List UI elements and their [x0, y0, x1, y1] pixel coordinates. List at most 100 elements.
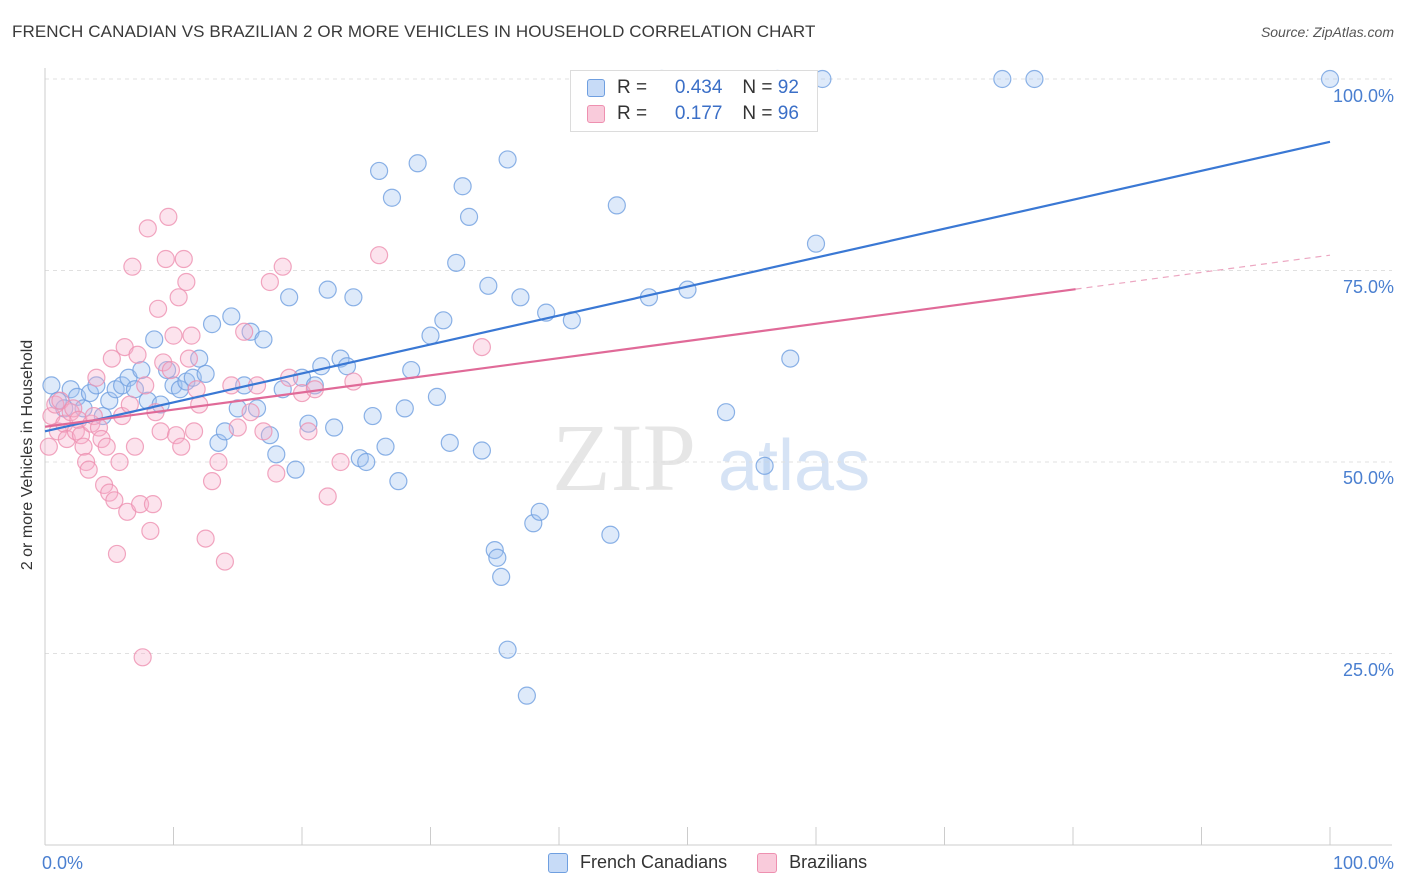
point-brazilian	[143, 495, 163, 514]
point-brazilian	[166, 426, 186, 445]
trend-line-brazilians	[44, 288, 1076, 428]
point-french-canadian	[447, 253, 466, 272]
point-french-canadian	[530, 502, 549, 521]
point-french-canadian	[325, 418, 344, 437]
point-french-canadian	[196, 364, 215, 384]
point-french-canadian	[492, 567, 511, 587]
series-brazilians	[39, 207, 491, 667]
point-brazilian	[267, 464, 286, 483]
point-brazilian	[331, 452, 350, 472]
point-brazilian	[159, 207, 178, 226]
point-french-canadian	[344, 288, 363, 307]
point-french-canadian	[479, 276, 498, 295]
point-brazilian	[209, 452, 228, 472]
legend-swatch-pink	[757, 852, 778, 873]
point-brazilian	[128, 345, 147, 364]
point-french-canadian	[472, 441, 491, 460]
legend-series: French Canadians Brazilians	[548, 852, 897, 873]
legend-label-brazilians: Brazilians	[789, 852, 868, 872]
point-french-canadian	[524, 514, 543, 533]
point-french-canadian	[440, 433, 459, 452]
y-tick-100: 100.0%	[1332, 86, 1394, 106]
point-brazilian	[154, 353, 173, 372]
point-brazilian	[179, 349, 199, 368]
point-french-canadian	[337, 357, 357, 376]
point-french-canadian	[678, 280, 697, 299]
point-french-canadian	[286, 460, 305, 479]
point-french-canadian	[517, 686, 536, 705]
point-brazilian	[472, 338, 491, 357]
point-french-canadian	[145, 330, 164, 349]
watermark-zip: ZIP	[552, 404, 696, 511]
legend-n-value: 92	[777, 77, 799, 98]
point-french-canadian	[488, 548, 507, 567]
point-french-canadian	[716, 403, 736, 422]
y-tick-75: 75.0%	[1342, 277, 1394, 297]
point-french-canadian	[459, 207, 479, 226]
legend-swatch-pink	[587, 105, 605, 123]
chart-title: FRENCH CANADIAN VS BRAZILIAN 2 OR MORE V…	[12, 22, 816, 41]
point-brazilian	[138, 219, 157, 238]
legend-n-value: 96	[777, 103, 799, 124]
point-brazilian	[123, 257, 142, 276]
point-french-canadian	[267, 445, 286, 464]
point-french-canadian	[87, 376, 106, 395]
trend-line-brazilians-extension	[1075, 254, 1331, 290]
point-french-canadian	[601, 525, 620, 544]
point-brazilian	[202, 472, 222, 491]
point-brazilian	[148, 299, 168, 318]
point-brazilian	[130, 495, 150, 514]
point-french-canadian	[498, 150, 517, 169]
point-brazilian	[196, 529, 215, 548]
legend-swatch-blue	[548, 852, 568, 873]
point-brazilian	[151, 422, 170, 441]
point-brazilian	[184, 422, 204, 441]
point-french-canadian	[299, 414, 318, 433]
point-brazilian	[110, 452, 129, 472]
point-french-canadian	[132, 360, 151, 380]
point-french-canadian	[357, 452, 376, 472]
legend-item-french-canadians[interactable]: French Canadians	[548, 852, 727, 873]
point-french-canadian	[434, 311, 453, 330]
point-french-canadian	[209, 433, 228, 452]
point-brazilian	[344, 372, 363, 391]
legend-stats: R = 0.434 N = 92 R = 0.177 N = 96	[570, 70, 818, 132]
point-french-canadian	[806, 234, 826, 253]
point-french-canadian	[202, 315, 222, 334]
watermark-atlas: atlas	[718, 426, 870, 506]
point-brazilian	[105, 491, 124, 510]
point-brazilian	[71, 426, 91, 445]
legend-row-brazilians: R = 0.177 N = 96	[587, 102, 799, 126]
point-french-canadian	[781, 349, 800, 368]
point-french-canadian	[363, 406, 382, 426]
point-french-canadian	[254, 330, 273, 349]
legend-swatch-blue	[587, 79, 605, 97]
y-tick-50: 50.0%	[1342, 468, 1394, 488]
point-brazilian	[235, 322, 254, 341]
point-brazilian	[177, 272, 196, 292]
legend-item-brazilians[interactable]: Brazilians	[757, 852, 867, 873]
point-french-canadian	[312, 357, 331, 376]
point-brazilian	[102, 349, 121, 368]
legend-label-french-canadians: French Canadians	[580, 852, 728, 872]
point-brazilian	[228, 418, 247, 437]
legend-row-french-canadians: R = 0.434 N = 92	[587, 76, 799, 100]
point-brazilian	[174, 249, 193, 269]
point-french-canadian	[280, 288, 299, 307]
point-french-canadian	[1320, 69, 1340, 89]
legend-r-label: R =	[617, 103, 648, 124]
point-brazilian	[141, 521, 160, 541]
legend-n-label: N =	[742, 77, 773, 98]
point-brazilian	[156, 249, 175, 269]
point-brazilian	[169, 288, 188, 307]
legend-r-label: R =	[617, 77, 648, 98]
point-brazilian	[254, 422, 273, 441]
point-french-canadian	[100, 391, 119, 410]
point-french-canadian	[222, 307, 241, 326]
point-brazilian	[299, 422, 318, 441]
point-french-canadian	[607, 196, 626, 215]
legend-n-label: N =	[742, 103, 773, 124]
point-brazilian	[164, 326, 183, 345]
point-brazilian	[182, 326, 201, 345]
